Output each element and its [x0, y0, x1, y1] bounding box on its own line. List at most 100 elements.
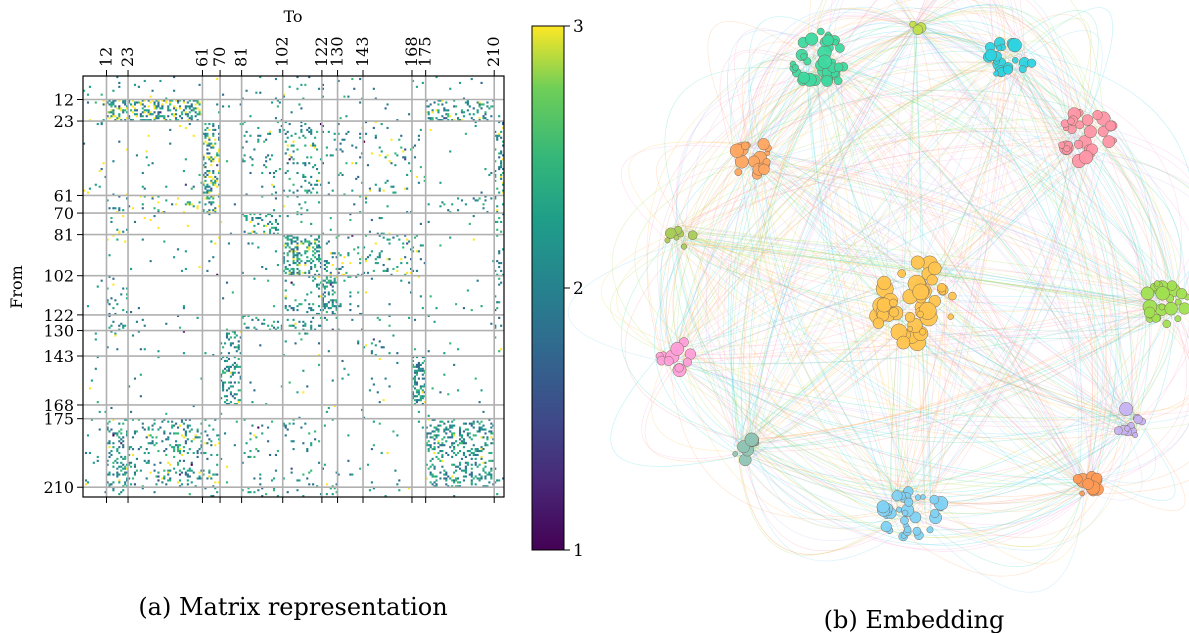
embedding-edge: [913, 23, 1138, 430]
embedding-edge: [924, 493, 1083, 568]
matrix-cell: [437, 457, 440, 460]
matrix-cell: [327, 130, 330, 133]
matrix-cell: [263, 230, 266, 233]
matrix-cell: [321, 299, 324, 302]
matrix-cell: [425, 432, 428, 435]
embedding-edge: [930, 311, 946, 502]
matrix-cell: [112, 465, 115, 468]
matrix-cell: [292, 140, 295, 143]
matrix-cell: [220, 357, 223, 361]
matrix-cell: [171, 99, 174, 102]
matrix-cell: [370, 350, 373, 353]
embedding-edge: [740, 73, 833, 454]
matrix-cell: [106, 115, 109, 118]
matrix-cell: [251, 164, 254, 167]
embedding-edge: [727, 39, 816, 456]
embedding-node: [1081, 114, 1094, 126]
matrix-cell: [208, 211, 211, 214]
matrix-cell: [429, 119, 432, 122]
embedding-edge: [751, 168, 895, 507]
matrix-cell: [327, 291, 330, 294]
matrix-cell: [222, 389, 225, 392]
matrix-cell: [188, 424, 191, 427]
matrix-cell: [480, 107, 483, 110]
matrix-cell: [316, 244, 319, 247]
matrix-cell: [443, 352, 446, 355]
matrix-cell: [423, 175, 426, 178]
matrix-cell: [337, 173, 340, 177]
matrix-cell: [237, 340, 240, 343]
matrix-cell: [478, 422, 481, 425]
matrix-cell: [323, 303, 326, 306]
matrix-cell: [302, 134, 305, 137]
matrix-cell: [296, 87, 299, 90]
matrix-cell: [220, 373, 223, 376]
matrix-cell: [441, 442, 444, 445]
matrix-cell: [427, 414, 430, 417]
matrix-cell: [149, 101, 152, 104]
matrix-cell: [278, 168, 281, 171]
embedding-node: [910, 255, 925, 270]
matrix-cell: [280, 385, 283, 388]
embedding-edge: [751, 414, 1138, 492]
matrix-cell: [126, 485, 129, 488]
matrix-cell: [204, 418, 207, 421]
matrix-cell: [472, 107, 475, 110]
matrix-cell: [298, 258, 301, 261]
matrix-cell: [476, 450, 479, 453]
matrix-cell: [286, 428, 289, 431]
matrix-cell: [155, 475, 158, 478]
matrix-cell: [220, 379, 223, 382]
matrix-cell: [327, 240, 330, 243]
embedding-node: [993, 70, 1000, 77]
matrix-cell: [169, 432, 172, 435]
matrix-cell: [153, 418, 156, 421]
matrix-cell: [423, 371, 426, 374]
embedding-node: [817, 27, 825, 36]
matrix-cell: [308, 181, 311, 184]
matrix-cell: [180, 418, 184, 421]
matrix-cell: [130, 465, 133, 468]
matrix-cell: [363, 246, 366, 249]
matrix-cell: [296, 162, 299, 165]
y-tick-label: 61: [54, 186, 74, 205]
matrix-cell: [480, 475, 483, 478]
matrix-cell: [186, 424, 189, 427]
matrix-cell: [329, 487, 332, 490]
matrix-cell: [284, 279, 287, 282]
matrix-cell: [476, 101, 479, 104]
matrix-cell: [112, 101, 115, 104]
matrix-cell: [490, 322, 493, 325]
matrix-cell: [200, 181, 203, 184]
matrix-cell: [270, 101, 274, 104]
matrix-cell: [435, 485, 438, 488]
matrix-cell: [133, 463, 137, 466]
matrix-cell: [292, 418, 295, 421]
embedding-edge: [920, 429, 1122, 538]
matrix-cell: [435, 117, 438, 120]
matrix-cell: [321, 279, 324, 282]
matrix-cell: [310, 267, 313, 271]
matrix-cell: [194, 99, 197, 102]
matrix-cell: [427, 432, 430, 435]
matrix-cell: [92, 461, 95, 464]
embedding-edge: [814, 68, 921, 499]
matrix-cell: [90, 418, 93, 421]
matrix-cell: [274, 453, 278, 457]
matrix-cell: [116, 448, 119, 451]
matrix-cell: [149, 113, 152, 116]
matrix-cell: [118, 430, 121, 433]
matrix-cell: [439, 424, 442, 427]
embedding-edge: [813, 30, 1086, 154]
matrix-cell: [482, 428, 485, 431]
matrix-cell: [143, 79, 146, 83]
matrix-cell: [104, 410, 107, 413]
colorbar-label-1: 1: [573, 541, 584, 561]
matrix-cell: [415, 371, 418, 374]
matrix-cell: [359, 156, 362, 159]
matrix-cell: [457, 348, 460, 351]
matrix-cell: [112, 89, 115, 92]
matrix-cell: [486, 436, 489, 439]
matrix-cell: [292, 318, 295, 321]
matrix-cell: [396, 234, 399, 237]
